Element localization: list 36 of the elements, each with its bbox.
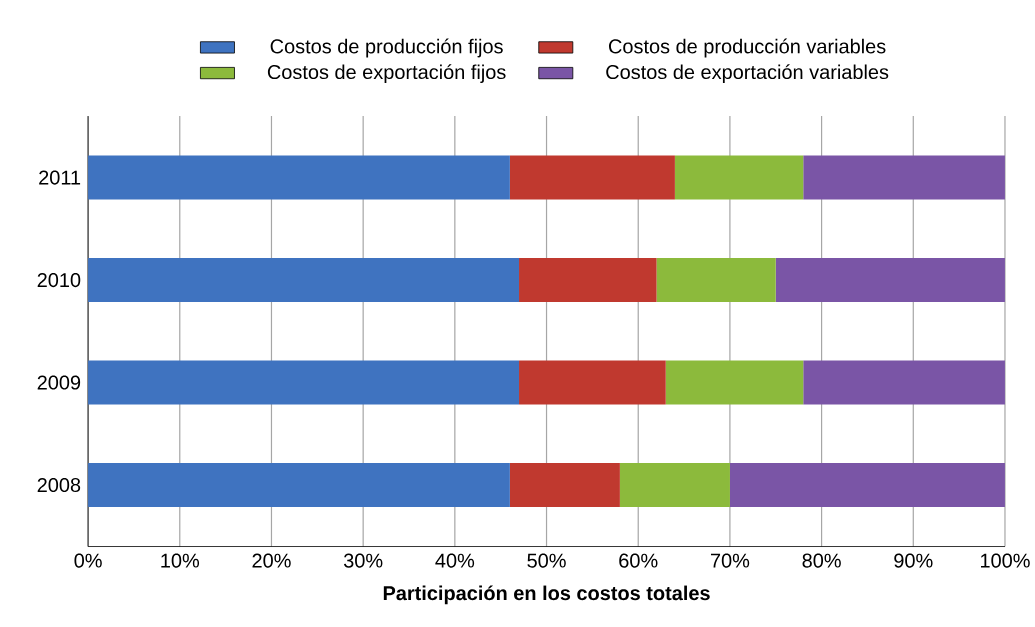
bar (88, 258, 520, 303)
legend-label: Costos de producción variables (609, 38, 886, 58)
bar (88, 360, 520, 405)
x-tick-label: 20% (252, 553, 291, 568)
bar (665, 360, 804, 405)
x-tick-label: 30% (343, 553, 383, 568)
bar (519, 360, 666, 405)
bar (674, 155, 804, 200)
x-tick-label: 10% (161, 553, 200, 568)
x-tick-label: 60% (619, 553, 658, 568)
bar (88, 463, 510, 508)
x-axis-title: Participación en los costos totales (383, 585, 710, 605)
bar (656, 258, 776, 303)
y-tick-label: 2010 (37, 273, 81, 288)
bar (619, 463, 730, 508)
legend-label: Costos de exportación variables (606, 64, 889, 84)
x-tick-label: 0% (74, 553, 102, 568)
x-tick-label: 70% (710, 553, 750, 568)
bar (519, 258, 657, 303)
x-tick-label: 100% (981, 553, 1030, 568)
x-tick-label: 40% (435, 553, 475, 568)
y-tick-label: 2008 (37, 478, 81, 493)
y-tick-label: 2011 (39, 170, 81, 185)
x-tick-label: 90% (894, 553, 933, 568)
legend-label: Costos de exportación fijos (267, 64, 506, 84)
y-tick-label: 2009 (37, 375, 81, 390)
bar (509, 463, 620, 508)
bar (88, 155, 510, 200)
legend-label: Costos de producción fijos (270, 38, 503, 58)
bar (509, 155, 675, 200)
x-tick-label: 80% (802, 553, 841, 568)
bar (775, 258, 1005, 303)
bar (803, 360, 1005, 405)
bar (729, 463, 1005, 508)
x-tick-label: 50% (527, 553, 566, 568)
bar (803, 155, 1005, 200)
